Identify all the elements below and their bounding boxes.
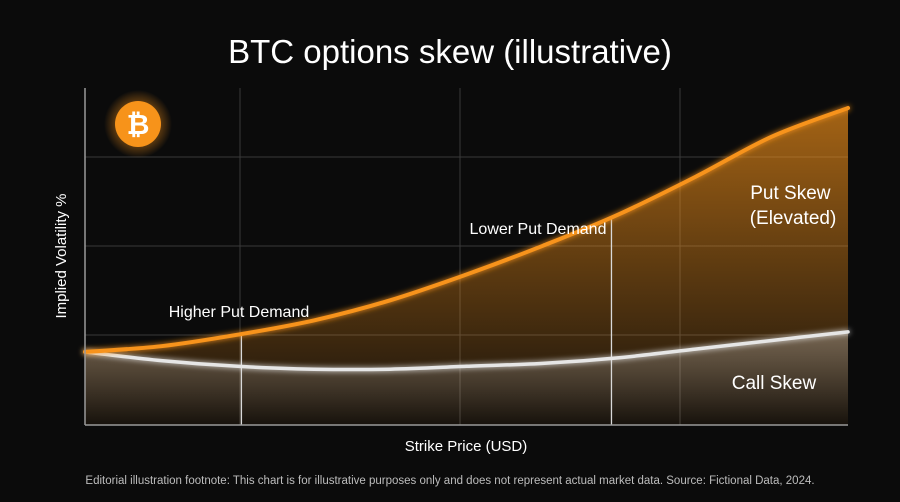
- series-label-put-skew-line-1: Put Skew: [750, 183, 831, 204]
- annotation-higher-put-demand: Higher Put Demand: [169, 304, 310, 321]
- series-label-put-skew-line-2: (Elevated): [750, 208, 837, 229]
- series-line-call-skew: [83, 330, 850, 372]
- footnote: Editorial illustration footnote: This ch…: [85, 475, 814, 487]
- chart-title: BTC options skew (illustrative): [228, 33, 672, 70]
- annotation-guides: [240, 217, 613, 425]
- bitcoin-badge: ₿: [104, 90, 172, 158]
- annotation-lower-put-demand: Lower Put Demand: [470, 221, 607, 238]
- series-line-put-skew: [83, 106, 850, 354]
- series-label-put-skew: Put Skew (Elevated): [750, 183, 837, 229]
- bitcoin-icon: ₿: [127, 108, 150, 141]
- x-axis-label: Strike Price (USD): [405, 438, 528, 455]
- y-axis-label: Implied Volatility %: [53, 193, 70, 318]
- series-label-call-skew: Call Skew: [732, 373, 817, 394]
- bitcoin-badge-circle: [115, 101, 161, 147]
- put-skew-area: [85, 108, 848, 425]
- series-lines: [83, 106, 850, 372]
